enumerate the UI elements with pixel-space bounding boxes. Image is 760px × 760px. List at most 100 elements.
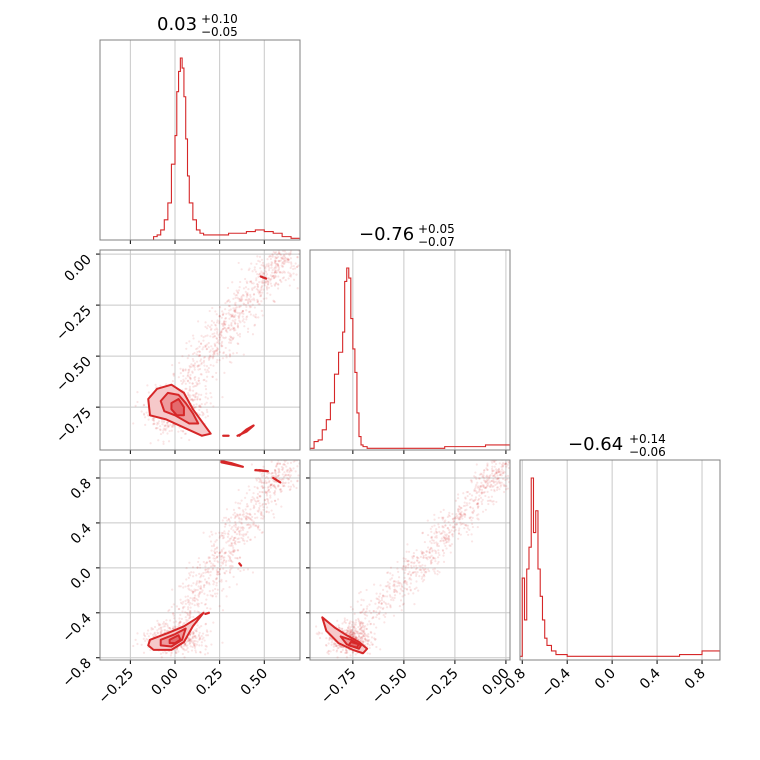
sample-point	[238, 286, 241, 289]
sample-point	[420, 577, 424, 580]
sample-point	[346, 630, 349, 633]
sample-point	[199, 405, 202, 409]
sample-point	[275, 271, 278, 274]
sample-point	[190, 344, 193, 347]
sample-point	[200, 361, 203, 364]
sample-point	[431, 550, 434, 553]
sample-point	[338, 627, 341, 630]
sample-point	[196, 566, 199, 569]
sample-point	[233, 542, 236, 545]
sample-point	[354, 619, 358, 622]
sample-point	[299, 245, 301, 247]
sample-point	[241, 311, 244, 314]
sample-point	[507, 460, 510, 463]
sample-point	[273, 491, 277, 494]
sample-point	[276, 485, 280, 488]
sample-point	[282, 456, 284, 458]
sample-point	[434, 536, 437, 539]
sample-point	[211, 347, 214, 350]
sample-point	[429, 548, 432, 551]
sample-point	[333, 642, 337, 645]
sample-point	[492, 480, 495, 483]
sample-point	[187, 584, 190, 587]
sample-point	[454, 528, 457, 531]
sample-point	[458, 518, 461, 521]
sample-point	[423, 575, 426, 578]
sample-point	[446, 527, 450, 530]
sample-point	[486, 464, 489, 468]
sample-point	[279, 259, 282, 262]
sample-point	[211, 595, 214, 598]
sample-point	[188, 638, 191, 641]
sample-point	[434, 557, 437, 560]
sample-point	[207, 581, 211, 585]
sample-point	[202, 574, 205, 578]
panel-frame	[519, 459, 721, 661]
sample-point	[512, 438, 514, 440]
sample-point	[343, 619, 346, 622]
sample-point	[241, 526, 244, 529]
sample-point	[236, 549, 239, 552]
sample-point	[225, 329, 228, 332]
sample-point	[261, 271, 264, 275]
sample-point	[286, 257, 289, 260]
sample-point	[260, 511, 263, 515]
sample-point	[339, 650, 342, 654]
sample-point	[345, 629, 349, 632]
sample-point	[252, 504, 255, 507]
sample-point	[449, 530, 452, 534]
sample-point	[231, 560, 234, 563]
sample-point	[145, 411, 148, 414]
sample-point	[204, 387, 208, 391]
sample-point	[449, 551, 452, 554]
sample-point	[230, 527, 233, 530]
sample-point	[256, 496, 259, 499]
sample-point	[227, 312, 230, 315]
sample-point	[271, 471, 274, 475]
sample-point	[349, 605, 352, 609]
sample-point	[234, 522, 237, 526]
sample-point	[446, 527, 449, 530]
sample-point	[350, 631, 353, 634]
sample-point	[372, 609, 375, 613]
sample-point	[196, 588, 199, 592]
sample-point	[352, 633, 356, 636]
sample-point	[204, 345, 207, 349]
sample-point	[355, 636, 358, 639]
sample-point	[264, 281, 267, 284]
sample-point	[165, 383, 168, 386]
sample-point	[251, 270, 254, 273]
sample-point	[206, 375, 209, 378]
sample-point	[177, 650, 180, 653]
sample-point	[204, 571, 207, 574]
sample-point	[265, 481, 269, 484]
sample-point	[249, 499, 253, 502]
sample-point	[213, 352, 216, 355]
sample-point	[230, 336, 233, 339]
sample-point	[238, 305, 241, 308]
sample-point	[284, 257, 287, 260]
sample-point	[235, 513, 238, 516]
sample-point	[179, 372, 182, 375]
sample-point	[234, 531, 237, 534]
sample-point	[273, 267, 276, 270]
sample-point	[168, 608, 171, 612]
sample-point	[171, 588, 174, 591]
sample-point	[340, 645, 343, 648]
sample-point	[274, 275, 278, 278]
sample-point	[267, 264, 271, 267]
sample-point	[198, 354, 201, 358]
sample-point	[451, 535, 454, 538]
sample-point	[146, 384, 149, 387]
sample-point	[413, 561, 416, 564]
sample-point	[443, 536, 446, 539]
sample-point	[245, 295, 248, 298]
sample-point	[213, 564, 216, 567]
sample-point	[257, 275, 260, 279]
sample-point	[436, 569, 439, 573]
sample-point	[210, 345, 213, 348]
sample-point	[344, 647, 347, 650]
sample-point	[198, 581, 201, 584]
sample-point	[215, 573, 219, 576]
sample-point	[470, 494, 474, 497]
